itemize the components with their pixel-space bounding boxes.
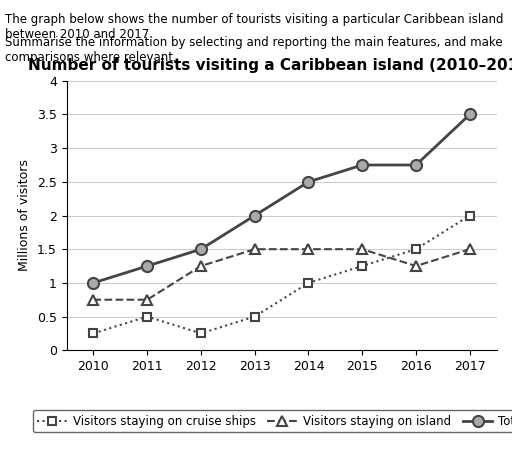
Y-axis label: Millions of visitors: Millions of visitors (18, 159, 31, 272)
Text: Summarise the information by selecting and reporting the main features, and make: Summarise the information by selecting a… (5, 36, 503, 64)
Text: The graph below shows the number of tourists visiting a particular Caribbean isl: The graph below shows the number of tour… (5, 13, 504, 41)
Legend: Visitors staying on cruise ships, Visitors staying on island, Total: Visitors staying on cruise ships, Visito… (32, 410, 512, 432)
Title: Number of tourists visiting a Caribbean island (2010–2017): Number of tourists visiting a Caribbean … (28, 58, 512, 73)
